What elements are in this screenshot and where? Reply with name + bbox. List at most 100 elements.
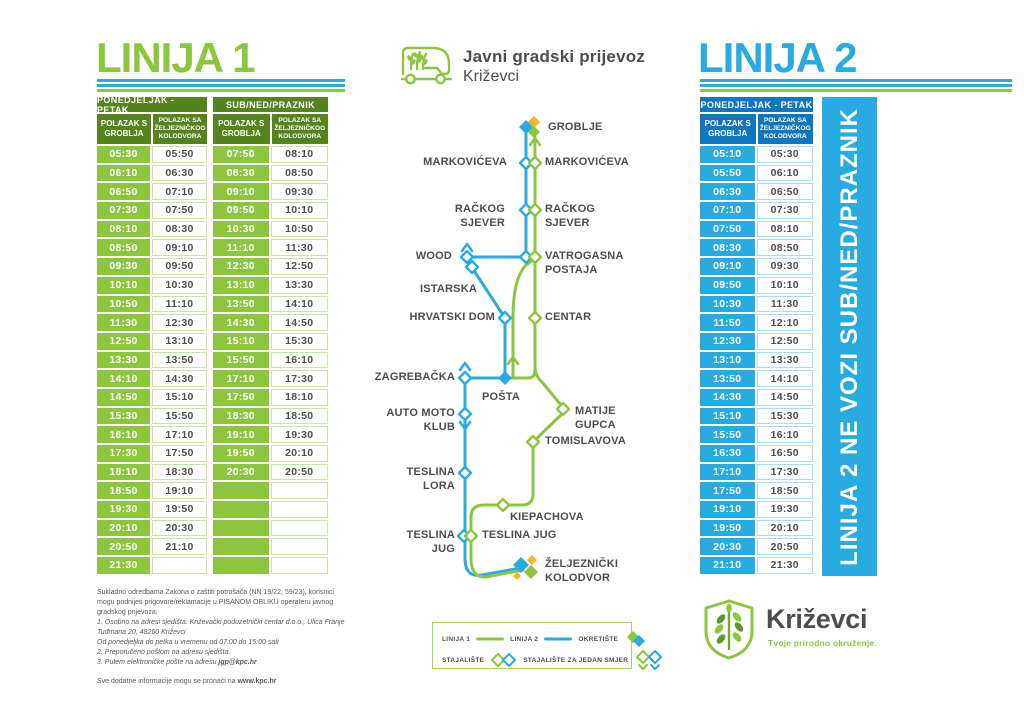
- departure-time-cell: 18:30: [213, 407, 269, 425]
- departure-time-cell: 07:50: [152, 202, 207, 219]
- linija2-line-swatch: [544, 637, 573, 641]
- timetable-row: 11:50 12:10: [700, 314, 813, 331]
- linija2-weekday-table: PONEDJELJAK - PETAK POLAZAK S GROBLJA PO…: [700, 97, 813, 576]
- timetable-row: 17:50 18:10: [213, 388, 328, 406]
- legal-line: Tuđmana 20, 48260 Križevci: [97, 629, 186, 636]
- linija1-title-divider: [97, 79, 345, 92]
- timetable-row: 07:50 08:10: [213, 146, 328, 163]
- departure-time-cell: 14:30: [700, 388, 755, 406]
- departure-time-cell: 09:10: [152, 239, 207, 257]
- departure-time-cell: 10:30: [152, 276, 207, 294]
- map-stop-label: MARKOVIĆEVA: [423, 156, 507, 168]
- map-stop-label: GROBLJE: [548, 121, 603, 133]
- departure-time-cell: 05:50: [700, 164, 755, 182]
- column-header-kolodvor: POLAZAK SA ŽELJEZNIČKOG KOLODVORA: [153, 114, 207, 144]
- one-way-arrow-icons: [458, 136, 542, 431]
- timetable-row: 09:50 10:10: [700, 276, 813, 294]
- departure-time-cell: 18:50: [756, 482, 813, 500]
- timetable-row: 18:30 18:50: [213, 407, 328, 425]
- timetable-row: 18:10 18:30: [97, 463, 207, 481]
- timetable-row: 16:10 17:10: [97, 426, 207, 443]
- departure-time-cell: 06:50: [756, 183, 813, 201]
- timetable-row: 08:10 08:30: [97, 220, 207, 238]
- stajaliste-diamond-icon: [490, 652, 517, 668]
- departure-time-cell: 19:10: [700, 501, 755, 518]
- legal-notice: Sukladno odredbama Zakona o zaštiti potr…: [97, 588, 397, 687]
- legal-line: gradskog prijevoza:: [97, 609, 158, 616]
- column-header-groblje: POLAZAK S GROBLJA: [700, 114, 756, 144]
- timetable-row: 13:50 14:10: [700, 370, 813, 387]
- timetable-row: 10:10 10:30: [97, 276, 207, 294]
- linija1-stop-diamond-icons: [463, 155, 571, 544]
- day-header: SUB/NED/PRAZNIK: [213, 97, 328, 112]
- timetable-row: 05:50 06:10: [700, 164, 813, 182]
- linija1-route-line: [469, 125, 566, 579]
- timetable-row: 13:10 13:30: [213, 276, 328, 294]
- legal-line: 1. Osobno na adresi sjedišta: Križevački…: [97, 619, 345, 626]
- timetable-row: 12:50 13:10: [97, 332, 207, 350]
- departure-time-cell: 05:50: [152, 146, 207, 163]
- timetable-row: 05:10 05:30: [700, 146, 813, 163]
- timetable-row: 08:50 09:10: [97, 239, 207, 257]
- departure-time-cell: 06:30: [700, 183, 755, 201]
- timetable-row: 14:10 14:30: [97, 370, 207, 387]
- timetable-row: 20:50 21:10: [97, 538, 207, 556]
- departure-time-cell: [213, 482, 269, 500]
- linija2-no-weekend-banner: LINIJA 2 NE VOZI SUB/NED/PRAZNIK: [822, 97, 877, 576]
- departure-time-cell: 10:50: [97, 295, 150, 313]
- departure-time-cell: 12:30: [213, 258, 269, 275]
- departure-time-cell: [213, 501, 269, 518]
- departure-time-cell: 06:50: [97, 183, 150, 201]
- departure-time-cell: 20:30: [213, 463, 269, 481]
- departure-time-cell: 07:10: [700, 202, 755, 219]
- linija1-weekday-table: PONEDJELJAK - PETAK POLAZAK S GROBLJA PO…: [97, 95, 207, 576]
- departure-time-cell: 18:50: [270, 407, 328, 425]
- departure-time-cell: 11:30: [97, 314, 150, 331]
- departure-time-cell: 19:10: [213, 426, 269, 443]
- departure-time-cell: 19:30: [270, 426, 328, 443]
- timetable-row: 15:50 16:10: [700, 426, 813, 443]
- map-stop-label: AUTO MOTO KLUB: [386, 407, 455, 433]
- city-crest-icon: [700, 598, 758, 667]
- departure-time-cell: 08:30: [700, 239, 755, 257]
- departure-time-cell: 14:30: [213, 314, 269, 331]
- timetable-row: 21:30: [97, 557, 207, 574]
- departure-time-cell: 15:30: [756, 407, 813, 425]
- departure-time-cell: 13:10: [213, 276, 269, 294]
- map-stop-label: ISTARSKA: [420, 283, 478, 295]
- departure-time-cell: 07:30: [97, 202, 150, 219]
- departure-time-cell: 13:10: [700, 351, 755, 369]
- departure-time-cell: 19:50: [152, 501, 207, 518]
- departure-time-cell: 16:10: [97, 426, 150, 443]
- bus-logo-icon: [398, 40, 456, 97]
- departure-time-cell: 14:50: [270, 314, 328, 331]
- departure-time-cell: 10:30: [213, 220, 269, 238]
- departure-time-cell: 12:10: [756, 314, 813, 331]
- timetable-row: 15:10 15:30: [213, 332, 328, 350]
- timetable-row: 09:30 09:50: [97, 258, 207, 275]
- timetable-row: 14:30 14:50: [213, 314, 328, 331]
- departure-time-cell: 12:30: [700, 332, 755, 350]
- map-stop-label: VATROGASNA POSTAJA: [545, 250, 624, 276]
- timetable-row: 17:10 17:30: [213, 370, 328, 387]
- departure-time-cell: 14:50: [97, 388, 150, 406]
- departure-time-cell: 15:10: [213, 332, 269, 350]
- legend-jedan-smjer-label: STAJALIŠTE ZA JEDAN SMJER: [523, 656, 629, 664]
- departure-time-cell: 09:30: [756, 258, 813, 275]
- map-stop-label: WOOD: [415, 250, 452, 262]
- departure-time-cell: 15:10: [700, 407, 755, 425]
- departure-time-cell: 13:30: [97, 351, 150, 369]
- departure-time-cell: 17:10: [152, 426, 207, 443]
- map-stop-label: RAČKOG SJEVER: [454, 203, 505, 229]
- okretiste-diamond-icon: [627, 631, 646, 647]
- departure-time-cell: 21:10: [152, 538, 207, 556]
- timetable-row: 19:10 19:30: [700, 501, 813, 518]
- departure-time-cell: 09:30: [97, 258, 150, 275]
- departure-time-cell: 17:50: [213, 388, 269, 406]
- departure-time-cell: 18:10: [270, 388, 328, 406]
- departure-time-cell: 07:50: [213, 146, 269, 163]
- timetable-row: 12:30 12:50: [213, 258, 328, 275]
- departure-time-cell: 11:50: [700, 314, 755, 331]
- departure-time-cell: 06:30: [152, 164, 207, 182]
- departure-time-cell: 14:50: [756, 388, 813, 406]
